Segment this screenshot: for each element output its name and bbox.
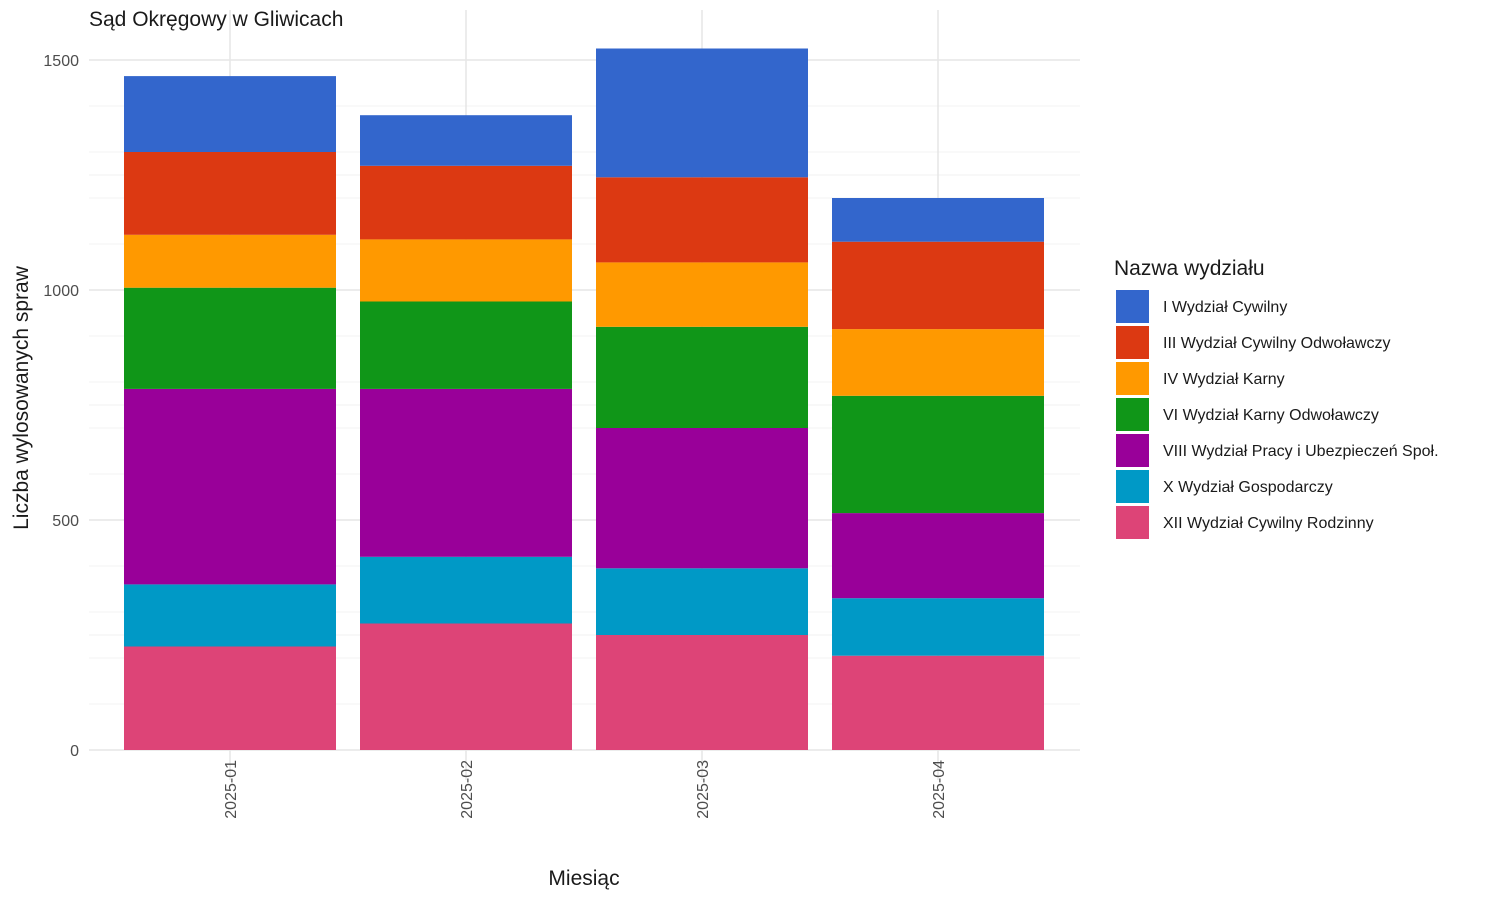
bar-segment-2025-02-6 [360,556,572,624]
y-tick-label: 1500 [43,53,79,70]
legend-swatch [1116,362,1149,395]
x-tick-label: 2025-02 [459,760,476,819]
bar-segment-2025-03-3 [596,262,808,327]
legend-swatch [1116,326,1149,359]
bar-segment-2025-02-2 [360,165,572,240]
bar-segment-2025-04-2 [832,241,1044,330]
bar-segment-2025-02-3 [360,239,572,302]
legend-label: VI Wydział Karny Odwoławczy [1163,407,1379,424]
x-tick-label: 2025-04 [931,760,948,819]
legend-label: I Wydział Cywilny [1163,299,1287,316]
y-tick-label: 1000 [43,283,79,300]
bar-segment-2025-03-4 [596,326,808,428]
bar-segment-2025-03-6 [596,568,808,635]
bar-segment-2025-01-3 [124,234,336,288]
bar-segment-2025-01-7 [124,646,336,750]
bar-segment-2025-01-5 [124,388,336,585]
y-axis-ticks: 0 500 1000 1500 [43,53,79,760]
legend-label: VIII Wydział Pracy i Ubezpieczeń Społ. [1163,443,1439,460]
bar-segment-2025-01-2 [124,152,336,235]
bar-segment-2025-03-1 [596,48,808,178]
bar-segment-2025-03-2 [596,177,808,263]
legend-swatch [1116,290,1149,323]
legend-label: III Wydział Cywilny Odwoławczy [1163,335,1390,352]
bar-segment-2025-04-3 [832,329,1044,396]
legend-label: IV Wydział Karny [1163,371,1285,388]
bar-segment-2025-02-5 [360,388,572,557]
y-tick-label: 500 [52,513,79,530]
bar-segment-2025-03-7 [596,635,808,750]
legend-title: Nazwa wydziału [1114,257,1265,280]
x-tick-label: 2025-03 [695,760,712,819]
bar-segment-2025-04-4 [832,395,1044,514]
chart-title: Sąd Okręgowy w Gliwicach [89,8,343,31]
x-axis-label: Miesiąc [548,867,619,890]
legend-swatch [1116,470,1149,503]
legend-swatch [1116,506,1149,539]
x-tick-label: 2025-01 [223,760,240,819]
y-tick-label: 0 [70,743,79,760]
legend: Nazwa wydziału I Wydział Cywilny III Wydz… [1114,257,1439,539]
bar-segment-2025-03-5 [596,428,808,569]
bar-segment-2025-01-6 [124,584,336,647]
y-axis-label: Liczba wylosowanych spraw [10,265,33,530]
legend-label: XII Wydział Cywilny Rodzinny [1163,515,1374,532]
legend-swatch [1116,398,1149,431]
bar-segment-2025-01-1 [124,76,336,152]
bar-segment-2025-01-4 [124,287,336,389]
legend-label: X Wydział Gospodarczy [1163,479,1333,496]
bar-segment-2025-04-6 [832,598,1044,656]
bar-segment-2025-02-4 [360,301,572,389]
bar-segment-2025-04-7 [832,655,1044,750]
bars-layer [124,48,1044,750]
bar-segment-2025-02-7 [360,623,572,750]
legend-swatch [1116,434,1149,467]
x-axis-ticks: 2025-01 2025-02 2025-03 2025-04 [223,760,948,819]
bar-segment-2025-04-1 [832,198,1044,242]
bar-segment-2025-04-5 [832,513,1044,599]
bar-segment-2025-02-1 [360,115,572,166]
